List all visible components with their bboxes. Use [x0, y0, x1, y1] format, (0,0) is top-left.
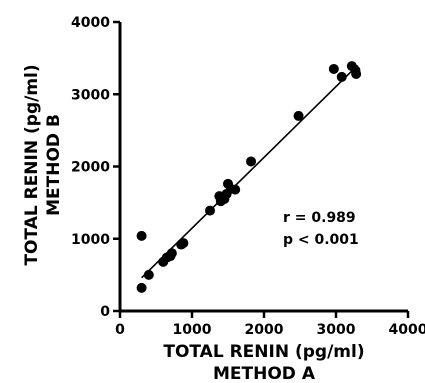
x-axis-title: TOTAL RENIN (pg/ml) [163, 342, 364, 362]
data-point [143, 269, 154, 280]
axes [118, 22, 408, 313]
x-tick-label: 2000 [245, 322, 284, 338]
x-tick-label: 0 [115, 322, 125, 338]
y-tick-label: 1000 [71, 232, 110, 248]
x-tick-label: 3000 [317, 322, 356, 338]
data-point [166, 248, 177, 259]
data-point [136, 282, 147, 293]
x-tick-label: 1000 [173, 322, 212, 338]
data-point [230, 184, 241, 195]
data-points [136, 61, 362, 293]
data-point [328, 63, 339, 74]
y-axis-title: TOTAL RENIN (pg/ml) [22, 64, 42, 265]
y-axis-ticks: 0 1000 2000 3000 4000 [71, 15, 120, 320]
y-tick-label: 0 [100, 304, 110, 320]
data-point [293, 110, 304, 121]
y-tick-label: 2000 [71, 160, 110, 176]
data-point [178, 238, 189, 249]
x-axis-subtitle: METHOD A [213, 364, 316, 383]
x-tick-label: 4000 [389, 322, 425, 338]
y-tick-label: 3000 [71, 87, 110, 103]
y-axis-subtitle: METHOD B [44, 114, 64, 216]
data-point [336, 71, 347, 82]
data-point [351, 69, 362, 80]
y-tick-label: 4000 [71, 15, 110, 31]
data-point [246, 156, 257, 167]
data-point [205, 205, 215, 216]
data-point [136, 230, 147, 241]
x-axis-ticks: 0 1000 2000 3000 4000 [115, 311, 425, 338]
correlation-label: r = 0.989 [283, 210, 356, 226]
p-value-label: p < 0.001 [283, 232, 359, 248]
